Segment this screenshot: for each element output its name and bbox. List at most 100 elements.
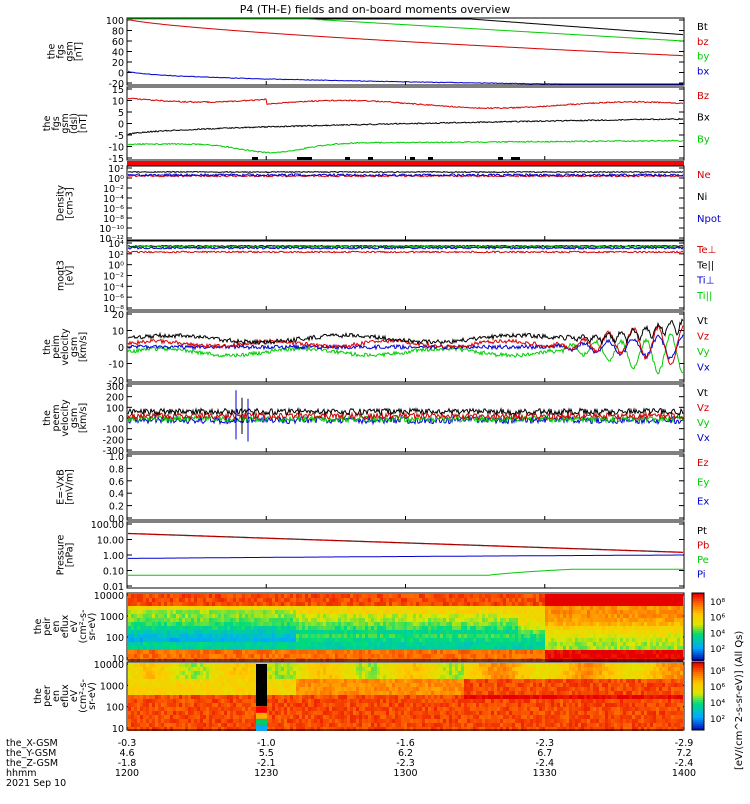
spectrogram-cell (416, 614, 419, 618)
spectrogram-cell (650, 618, 653, 622)
spectrogram-cell (287, 683, 290, 687)
spectrogram-cell (170, 654, 173, 658)
spectrogram-cell (299, 715, 302, 719)
spectrogram-cell (419, 638, 422, 642)
spectrogram-cell (572, 602, 575, 606)
spectrogram-cell (308, 626, 311, 630)
spectrogram-cell (254, 614, 257, 618)
spectrogram-cell (620, 610, 623, 614)
spectrogram-cell (326, 638, 329, 642)
spectrogram-cell (578, 602, 581, 606)
spectrogram-cell (203, 683, 206, 687)
spectrogram-cell (152, 683, 155, 687)
spectrogram-cell (245, 622, 248, 626)
spectrogram-cell (518, 650, 521, 654)
spectrogram-cell (656, 622, 659, 626)
spectrogram-cell (638, 618, 641, 622)
spectrogram-cell (212, 679, 215, 683)
spectrogram-cell (419, 598, 422, 602)
spectrogram-cell (389, 687, 392, 691)
spectrogram-cell (668, 642, 671, 646)
spectrogram-cell (443, 598, 446, 602)
spectrogram-cell (173, 630, 176, 634)
spectrogram-cell (503, 638, 506, 642)
spectrogram-cell (425, 598, 428, 602)
spectrogram-cell (155, 630, 158, 634)
spectrogram-cell (467, 594, 470, 598)
spectrogram-cell (371, 602, 374, 606)
spectrogram-cell (311, 610, 314, 614)
spectrogram-cell (605, 630, 608, 634)
spectrogram-cell (353, 695, 356, 699)
spectrogram-cell (350, 614, 353, 618)
spectrogram-cell (542, 602, 545, 606)
spectrogram-cell (218, 606, 221, 610)
spectrogram-cell (323, 715, 326, 719)
spectrogram-cell (584, 598, 587, 602)
spectrogram-cell (245, 618, 248, 622)
spectrogram-cell (461, 622, 464, 626)
spectrogram-cell (170, 707, 173, 711)
spectrogram-cell (221, 654, 224, 658)
spectrogram-cell (599, 650, 602, 654)
spectrogram-cell (176, 695, 179, 699)
spectrogram-cell (308, 614, 311, 618)
spectrogram-cell (167, 715, 170, 719)
spectrogram-cell (386, 642, 389, 646)
spectrogram-cell (386, 719, 389, 723)
spectrogram-cell (593, 622, 596, 626)
spectrogram-cell (359, 606, 362, 610)
spectrogram-cell (389, 622, 392, 626)
spectrogram-cell (131, 602, 134, 606)
spectrogram-cell (623, 642, 626, 646)
spectrogram-cell (200, 687, 203, 691)
spectrogram-cell (503, 654, 506, 658)
spectrogram-cell (248, 671, 251, 675)
spectrogram-cell (431, 650, 434, 654)
spectrogram-cell (191, 719, 194, 723)
spectrogram-cell (143, 650, 146, 654)
spectrogram-cell (314, 667, 317, 671)
spectrogram-cell (194, 594, 197, 598)
spectrogram-cell (185, 687, 188, 691)
spectrogram-cell (296, 638, 299, 642)
spectrogram-cell (518, 618, 521, 622)
spectrogram-cell (140, 663, 143, 667)
series-Bx (128, 119, 683, 135)
spectrogram-cell (185, 598, 188, 602)
spectrogram-cell (173, 715, 176, 719)
spectrogram-cell (284, 711, 287, 715)
y-axis-label: [nPa] (65, 543, 76, 568)
spectrogram-cell (323, 642, 326, 646)
spectrogram-cell (605, 618, 608, 622)
spectrogram-cell (452, 650, 455, 654)
spectrogram-cell (230, 638, 233, 642)
spectrogram-cell (260, 618, 263, 622)
spectrogram-cell (167, 707, 170, 711)
spectrogram-cell (257, 650, 260, 654)
spectrogram-cell (383, 687, 386, 691)
spectrogram-cell (320, 687, 323, 691)
spectrogram-cell (419, 650, 422, 654)
spectrogram-cell (461, 634, 464, 638)
spectrogram-cell (311, 711, 314, 715)
spectrogram-cell (161, 703, 164, 707)
spectrogram-cell (281, 667, 284, 671)
spectrogram-cell (380, 642, 383, 646)
spectrogram-cell (179, 671, 182, 675)
spectrogram-cell (308, 630, 311, 634)
spectrogram-cell (392, 654, 395, 658)
spectrogram-cell (368, 691, 371, 695)
spectrogram-cell (287, 650, 290, 654)
spectrogram-cell (260, 630, 263, 634)
spectrogram-cell (251, 642, 254, 646)
spectrogram-cell (485, 598, 488, 602)
spectrogram-cell (308, 723, 311, 727)
spectrogram-cell (551, 626, 554, 630)
spectrogram-cell (158, 707, 161, 711)
spectrogram-cell (212, 622, 215, 626)
spectrogram-cell (593, 642, 596, 646)
spectrogram-cell (560, 598, 563, 602)
spectrogram-cell (353, 610, 356, 614)
spectrogram-cell (206, 618, 209, 622)
